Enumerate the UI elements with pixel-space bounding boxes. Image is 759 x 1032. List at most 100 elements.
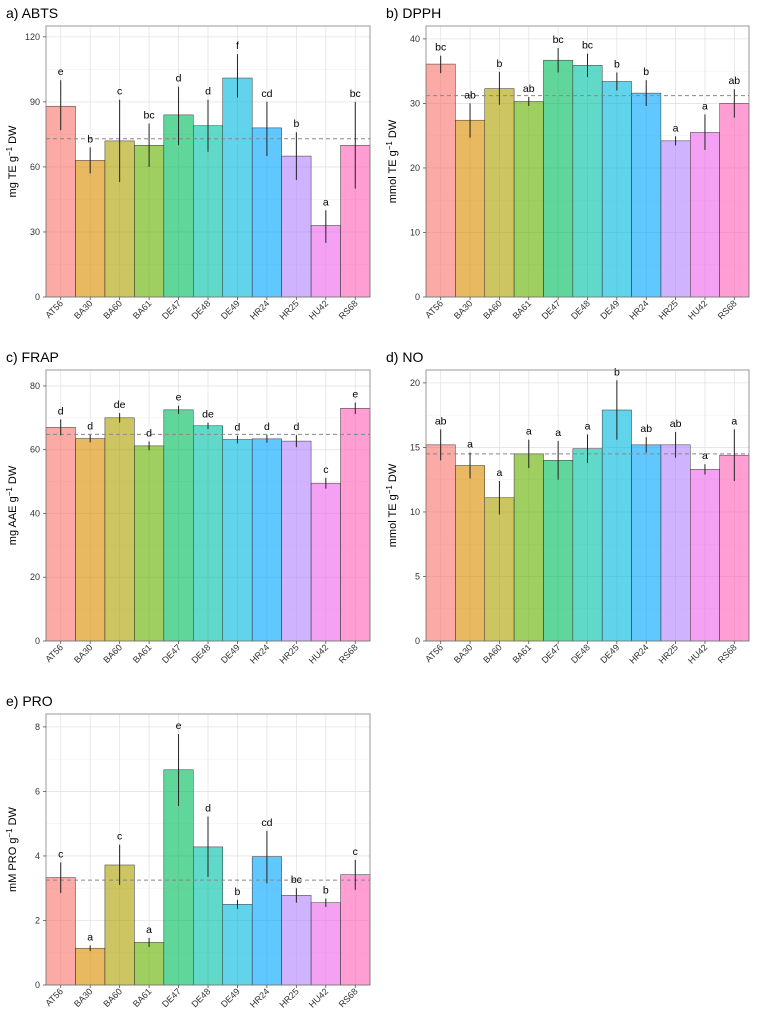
x-tick-label: HR24: [627, 298, 650, 321]
x-tick-label: DE48: [189, 298, 212, 321]
x-tick-label: DE49: [219, 298, 242, 321]
significance-letter: cd: [261, 817, 272, 829]
significance-letter: d: [205, 86, 211, 98]
x-tick-label: HU42: [307, 298, 330, 321]
significance-letter: d: [235, 422, 241, 434]
significance-letter: a: [702, 450, 708, 462]
significance-letter: e: [176, 720, 182, 732]
x-tick-label: BA60: [101, 298, 124, 321]
significance-letter: b: [614, 58, 620, 70]
x-tick-label: DE48: [569, 298, 592, 321]
significance-letter: bc: [435, 42, 446, 54]
y-tick-label: 30: [410, 98, 420, 108]
x-tick-label: HR25: [277, 298, 300, 321]
y-tick-label: 20: [410, 163, 420, 173]
x-tick-label: DE47: [160, 298, 183, 321]
panel-pro: e) PRO c a c a e d b cd bc b c 0 2 4 6 8 AT56 BA30 BA60 BA61…: [0, 688, 380, 1032]
panel-frap: c) FRAP d d de d e de d d d c e 0 20 40 60 80 AT56 BA30 BA6…: [0, 344, 380, 688]
significance-letter: d: [146, 427, 152, 439]
y-tick-label: 90: [30, 97, 40, 107]
panel-dpph: b) DPPH bc ab b ab bc bc b b a a ab 0 10 20 30 40 AT56 BA3…: [380, 0, 759, 344]
x-tick-label: DE47: [540, 642, 563, 665]
bar-hu42: [310, 902, 341, 986]
significance-letter: ab: [640, 423, 652, 435]
significance-letter: bc: [553, 34, 564, 46]
significance-letter: ab: [435, 415, 447, 427]
x-tick-label: HR24: [248, 298, 271, 321]
x-tick-label: BA30: [72, 642, 95, 665]
x-tick-label: HU42: [686, 298, 709, 321]
bar-hr25: [281, 440, 312, 642]
x-tick-label: BA30: [452, 298, 475, 321]
bar-de48: [572, 65, 603, 298]
bar-hr24: [251, 438, 282, 642]
y-axis-label: mmol TE g−1 DW: [385, 463, 399, 547]
y-axis-label: mg TE g−1 DW: [5, 125, 19, 198]
bar-at56: [45, 427, 76, 642]
x-tick-label: BA61: [131, 298, 154, 321]
x-tick-label: BA61: [131, 642, 154, 665]
bar-at56: [425, 63, 456, 298]
x-tick-label: HR25: [277, 986, 300, 1009]
bar-hr25: [281, 895, 312, 986]
significance-letter: e: [176, 392, 182, 404]
bar-hr25: [660, 444, 691, 642]
y-axis-label: mg AAE g−1 DW: [5, 465, 19, 545]
bar-de49: [601, 409, 632, 642]
bar-ba60: [484, 497, 515, 642]
bar-ba61: [134, 445, 165, 642]
significance-letter: b: [323, 885, 329, 897]
significance-letter: d: [264, 421, 270, 433]
significance-letter: e: [58, 66, 64, 78]
x-tick-label: BA30: [72, 986, 95, 1009]
y-tick-label: 2: [35, 915, 40, 925]
significance-letter: bc: [350, 88, 361, 100]
y-tick-label: 0: [35, 636, 40, 646]
x-tick-label: BA61: [511, 298, 534, 321]
x-tick-label: HU42: [307, 642, 330, 665]
bar-hu42: [690, 469, 720, 642]
significance-letter: b: [87, 133, 93, 145]
y-tick-label: 120: [25, 32, 40, 42]
significance-letter: b: [293, 118, 299, 130]
x-tick-label: DE47: [540, 298, 563, 321]
x-tick-label: HR25: [657, 298, 680, 321]
bar-hr25: [660, 140, 691, 298]
x-tick-label: DE48: [569, 642, 592, 665]
x-tick-label: HR24: [248, 986, 271, 1009]
bar-ba61: [134, 144, 165, 298]
significance-letter: b: [614, 366, 620, 378]
x-tick-label: BA60: [481, 642, 504, 665]
significance-letter: c: [353, 846, 358, 858]
y-tick-label: 4: [35, 851, 40, 861]
x-tick-label: AT56: [423, 642, 445, 664]
significance-letter: a: [555, 427, 561, 439]
x-tick-label: HU42: [307, 986, 330, 1009]
significance-letter: a: [467, 439, 473, 451]
y-tick-label: 10: [410, 507, 420, 517]
bar-de49: [601, 81, 632, 298]
bar-at56: [45, 877, 76, 986]
bar-de48: [193, 125, 223, 298]
y-tick-label: 60: [30, 162, 40, 172]
significance-letter: a: [526, 426, 532, 438]
y-tick-label: 6: [35, 786, 40, 796]
significance-letter: a: [496, 467, 502, 479]
x-tick-label: AT56: [43, 986, 65, 1008]
x-tick-label: DE49: [598, 642, 621, 665]
chart-title: b) DPPH: [386, 5, 441, 21]
bar-ba60: [484, 88, 515, 298]
bar-rs68: [340, 408, 371, 642]
y-tick-label: 20: [30, 572, 40, 582]
x-tick-label: DE49: [598, 298, 621, 321]
bar-rs68: [719, 454, 750, 642]
bar-ba61: [513, 453, 544, 642]
bar-ba61: [513, 101, 544, 298]
y-tick-label: 0: [35, 980, 40, 990]
significance-letter: c: [323, 464, 328, 476]
x-tick-label: HR25: [277, 642, 300, 665]
y-tick-label: 0: [415, 292, 420, 302]
bar-rs68: [719, 103, 750, 298]
